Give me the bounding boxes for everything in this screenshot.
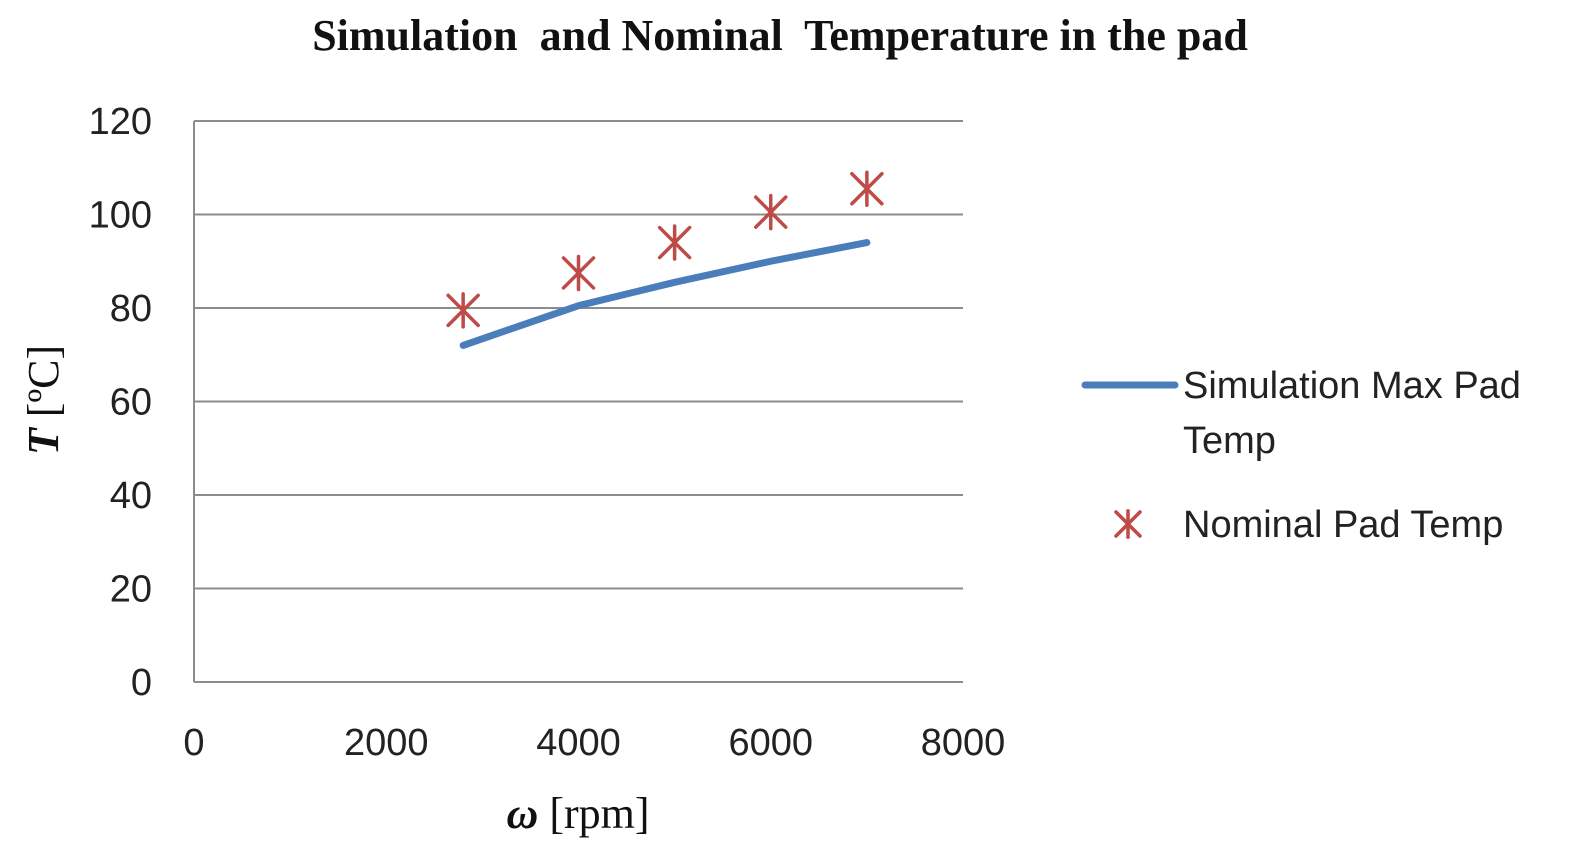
x-axis-symbol: ω xyxy=(506,789,538,838)
legend-swatch-asterisk xyxy=(1114,509,1142,539)
x-axis-label: ω [rpm] xyxy=(506,789,649,838)
y-tick-label: 20 xyxy=(110,569,152,611)
y-axis-ticks: 0 20 40 60 80 100 120 xyxy=(89,101,152,704)
x-tick-label: 0 xyxy=(183,722,204,764)
legend-label: Temp xyxy=(1183,420,1276,462)
y-tick-label: 40 xyxy=(110,475,152,517)
gridlines xyxy=(194,120,963,683)
y-axis-unit: [ºC] xyxy=(19,345,68,428)
plot-area xyxy=(446,170,884,349)
legend-label: Nominal Pad Temp xyxy=(1183,504,1503,546)
data-point-nominal xyxy=(657,224,692,261)
data-point-nominal xyxy=(754,193,788,231)
series-line-simulation xyxy=(459,239,871,349)
legend-label: Simulation Max Pad xyxy=(1183,365,1521,407)
x-tick-label: 6000 xyxy=(728,722,813,764)
data-point-nominal xyxy=(561,254,596,292)
y-tick-label: 120 xyxy=(89,101,152,143)
y-tick-label: 80 xyxy=(110,288,152,330)
data-point-nominal xyxy=(446,292,480,329)
y-tick-label: 0 xyxy=(131,662,152,704)
chart-title: Simulation and Nominal Temperature in th… xyxy=(312,11,1248,60)
y-axis-label: T [ºC] xyxy=(19,345,68,455)
legend-item: Nominal Pad Temp xyxy=(1114,504,1503,546)
data-point-nominal xyxy=(850,170,884,208)
y-tick-label: 60 xyxy=(110,382,152,424)
x-axis-ticks: 0 2000 4000 6000 8000 xyxy=(183,722,1005,764)
x-tick-label: 2000 xyxy=(344,722,429,764)
y-tick-label: 100 xyxy=(89,195,152,237)
x-axis-unit: [rpm] xyxy=(538,789,649,838)
y-axis-symbol: T xyxy=(19,426,68,455)
legend-item: Simulation Max Pad Temp xyxy=(1081,365,1521,462)
legend: Simulation Max Pad Temp Nominal Pad Temp xyxy=(1081,365,1521,546)
x-tick-label: 4000 xyxy=(536,722,621,764)
x-tick-label: 8000 xyxy=(921,722,1006,764)
